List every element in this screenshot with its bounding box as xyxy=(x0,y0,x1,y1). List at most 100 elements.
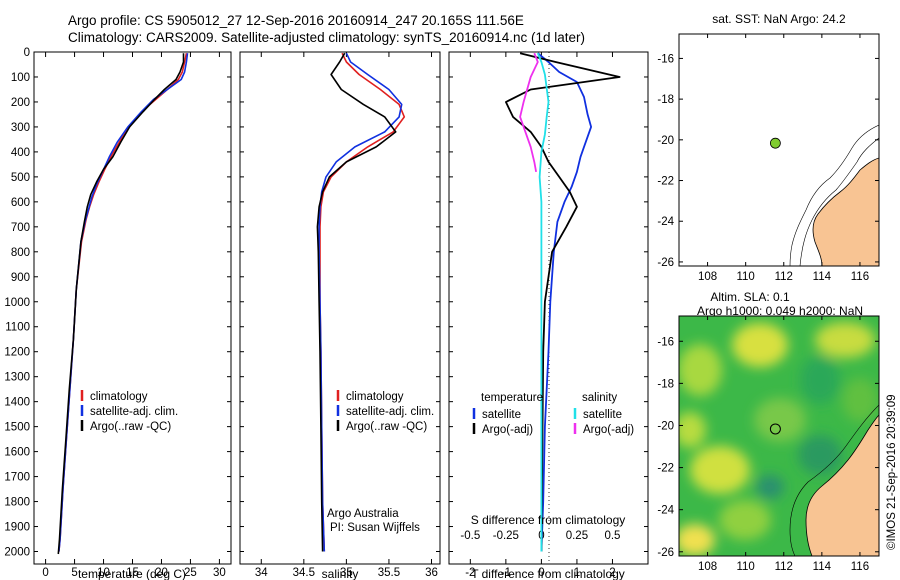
x-tick-label: 2 xyxy=(609,567,615,579)
map-y-tick-label: -26 xyxy=(657,547,674,559)
pi-name-label: PI: Susan Wijffels xyxy=(330,522,420,534)
map-x-tick-label: 112 xyxy=(775,561,793,573)
map-y-tick-label: -16 xyxy=(657,53,674,65)
y-tick-label: 800 xyxy=(11,247,30,259)
y-tick-label: 100 xyxy=(11,72,30,84)
legend-label: satellite-adj. clim. xyxy=(346,406,434,418)
legend-label: Argo(-adj) xyxy=(583,424,634,436)
legend-group-title: temperature xyxy=(481,392,543,404)
temperature-panel: 0 5 10 15 20 25 300100200300400500600700800900… xyxy=(4,47,232,580)
argo-location-marker-sla xyxy=(769,423,781,435)
series-line-argo-raw-qc- xyxy=(316,52,397,552)
x-tick-label: 30 xyxy=(213,567,226,579)
y-tick-label: 1900 xyxy=(4,522,30,534)
legend-label: Argo(-adj) xyxy=(482,424,533,436)
y-tick-label: 300 xyxy=(11,122,30,134)
x-tick-label: 35.5 xyxy=(378,567,400,579)
series-line-satellite-adj-clim- xyxy=(58,53,189,552)
sst-map-title: sat. SST: NaN Argo: 24.2 xyxy=(712,12,846,26)
x-tick-label: -2 xyxy=(465,567,475,579)
x2-tick-label: -0.25 xyxy=(493,530,519,542)
x2-tick-label: -0.5 xyxy=(460,530,480,542)
y-tick-label: 1400 xyxy=(4,397,30,409)
x-tick-label: 1 xyxy=(574,567,580,579)
x-tick-label: -1 xyxy=(501,567,511,579)
sla-map-frame xyxy=(678,315,880,557)
map-y-tick-label: -18 xyxy=(657,94,674,106)
sst-map-panel: sat. SST: NaN Argo: 24.2 108 110 112 114 116… xyxy=(657,12,880,283)
map-x-tick-label: 114 xyxy=(813,271,832,283)
map-x-tick-label: 110 xyxy=(736,561,754,573)
map-land xyxy=(812,157,879,266)
map-y-tick-label: -22 xyxy=(657,463,674,475)
y-tick-label: 500 xyxy=(11,172,30,184)
argo-location-marker xyxy=(769,137,781,149)
map-coastline-outer xyxy=(789,124,879,266)
series-line-climatology xyxy=(319,52,406,552)
y-tick-label: 700 xyxy=(11,222,30,234)
y-tick-label: 1700 xyxy=(4,472,30,484)
sla-title-line1: Altim. SLA: 0.1 xyxy=(710,290,790,304)
map-x-tick-label: 114 xyxy=(813,561,832,573)
sla-title-line2: Argo h1000: 0.049 h2000: NaN xyxy=(697,304,863,318)
map-y-tick-label: -20 xyxy=(657,135,674,147)
x-tick-label: 35 xyxy=(340,567,353,579)
x2-tick-label: 0.25 xyxy=(566,530,588,542)
x-tick-label: 34.5 xyxy=(293,567,315,579)
y-tick-label: 900 xyxy=(11,272,30,284)
argo-australia-label: Argo Australia xyxy=(327,508,399,520)
x2-tick-label: 0.5 xyxy=(604,530,620,542)
series-line-temperature-satellite xyxy=(537,52,592,552)
map-y-tick-label: -20 xyxy=(657,420,674,432)
sla-field xyxy=(679,322,878,556)
map-x-tick-label: 112 xyxy=(775,271,793,283)
difference-panel: -2 -1 0 1 2-0.5 -0.25 0 0.25 0.5 temperaturesate… xyxy=(448,51,649,580)
y-tick-label: 200 xyxy=(11,97,30,109)
x-tick-label: 36 xyxy=(425,567,438,579)
series-line-argo-raw-qc- xyxy=(57,53,185,555)
map-coastline-inner xyxy=(799,137,879,266)
y-tick-label: 1200 xyxy=(4,347,30,359)
x-tick-label: 15 xyxy=(126,567,139,579)
x-tick-label: 0 xyxy=(42,567,48,579)
x-tick-label: 25 xyxy=(184,567,197,579)
legend-group-title: salinity xyxy=(582,392,617,404)
series-line-salinity-argo-adj- xyxy=(519,52,539,173)
legend-label: satellite xyxy=(583,409,622,421)
map-y-tick-label: -24 xyxy=(657,216,674,228)
y-tick-label: 1100 xyxy=(5,322,30,334)
legend-label: satellite xyxy=(482,409,521,421)
difference-axes-frame xyxy=(448,51,649,565)
s-diff-xlabel: S difference from climatology xyxy=(471,513,626,527)
sla-land xyxy=(805,414,879,556)
y-tick-label: 0 xyxy=(24,47,30,59)
map-y-tick-label: -26 xyxy=(657,257,674,269)
legend-label: climatology xyxy=(346,391,404,403)
salinity-xlabel: salinity xyxy=(322,567,359,580)
y-tick-label: 1800 xyxy=(4,497,30,509)
x-tick-label: 10 xyxy=(97,567,110,579)
header-line2: Climatology: CARS2009. Satellite-adjuste… xyxy=(68,30,585,45)
map-x-tick-label: 108 xyxy=(698,271,717,283)
imos-timestamp: ©IMOS 21-Sep-2016 20:39:09 xyxy=(886,394,898,550)
series-line-temperature-argo-adj- xyxy=(504,52,621,552)
y-tick-label: 1300 xyxy=(4,372,30,384)
x-tick-label: 20 xyxy=(155,567,168,579)
legend-label: Argo(..raw -QC) xyxy=(90,421,171,433)
sla-map-panel: Altim. SLA: 0.1 Argo h1000: 0.049 h2000:… xyxy=(657,290,898,573)
series-line-satellite-adj-clim- xyxy=(318,52,403,552)
y-tick-label: 600 xyxy=(11,197,30,209)
sla-coastline xyxy=(789,404,879,556)
legend-label: Argo(..raw -QC) xyxy=(346,421,427,433)
x-tick-label: 5 xyxy=(71,567,77,579)
map-y-tick-label: -24 xyxy=(657,505,674,517)
temperature-xlabel: temperature (deg C) xyxy=(78,567,186,580)
map-x-tick-label: 116 xyxy=(851,561,869,573)
legend-label: climatology xyxy=(90,391,148,403)
series-line-climatology xyxy=(58,53,188,552)
map-x-tick-label: 108 xyxy=(698,561,717,573)
y-tick-label: 1500 xyxy=(4,422,30,434)
salinity-axes-frame xyxy=(239,51,441,565)
map-x-tick-label: 110 xyxy=(736,271,754,283)
